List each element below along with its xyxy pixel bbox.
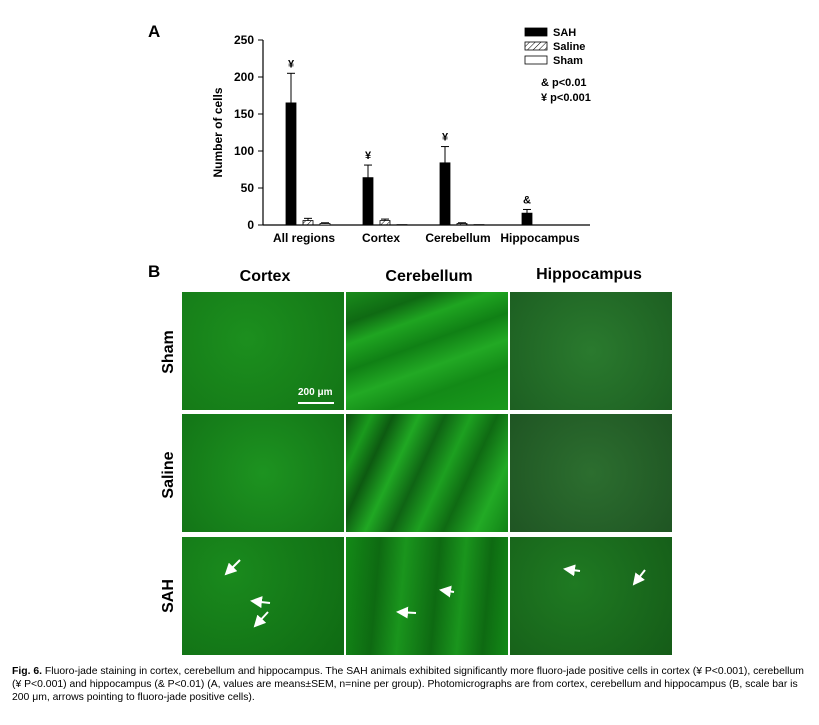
bar bbox=[319, 223, 331, 226]
y-axis-label: Number of cells bbox=[211, 87, 225, 177]
y-tick-label: 100 bbox=[234, 144, 254, 158]
micrograph-sah-cortex bbox=[182, 537, 344, 655]
bar bbox=[456, 223, 468, 226]
bar bbox=[362, 177, 374, 226]
panel-a-letter: A bbox=[148, 22, 161, 41]
scale-bar-label: 200 μm bbox=[298, 387, 333, 398]
legend-label: Saline bbox=[553, 41, 585, 53]
x-tick-label: All regions bbox=[273, 231, 335, 245]
significance-marker: ¥ bbox=[365, 150, 372, 162]
significance-marker: ¥ bbox=[442, 132, 449, 144]
micrograph-sah-cerebellum bbox=[346, 537, 508, 655]
legend-label: SAH bbox=[553, 27, 576, 39]
significance-marker: ¥ bbox=[288, 58, 295, 70]
row-label-saline: Saline bbox=[160, 451, 177, 499]
micrograph-sham-cortex bbox=[182, 292, 344, 410]
bar bbox=[379, 220, 391, 226]
x-tick-label: Cerebellum bbox=[425, 231, 490, 245]
y-tick-label: 50 bbox=[241, 181, 255, 195]
bar-chart: 0 50 100 150 200 250 Number of cells ¥ All regio… bbox=[211, 27, 591, 245]
micrograph-sham-cerebellum bbox=[346, 292, 508, 410]
scale-bar bbox=[298, 402, 334, 404]
column-title-hippocampus: Hippocampus bbox=[536, 266, 642, 283]
bar bbox=[302, 220, 314, 226]
micrograph-saline-hippocampus bbox=[510, 414, 672, 532]
row-label-sham: Sham bbox=[160, 330, 177, 374]
bar bbox=[285, 102, 297, 226]
significance-note: ¥ p<0.001 bbox=[541, 92, 591, 104]
micrograph-saline-cortex bbox=[182, 414, 344, 532]
significance-note: & p<0.01 bbox=[541, 77, 587, 89]
caption-label: Fig. 6. bbox=[12, 666, 43, 677]
micrograph-sah-hippocampus bbox=[510, 537, 672, 655]
legend-swatch bbox=[524, 55, 548, 65]
micrograph-sham-hippocampus bbox=[510, 292, 672, 410]
x-tick-label: Hippocampus bbox=[500, 231, 580, 245]
column-title-cerebellum: Cerebellum bbox=[385, 268, 473, 285]
micrograph-saline-cerebellum bbox=[346, 414, 508, 532]
legend-swatch bbox=[524, 41, 548, 51]
y-tick-label: 200 bbox=[234, 70, 254, 84]
bar bbox=[521, 212, 533, 226]
legend-label: Sham bbox=[553, 55, 583, 67]
bar bbox=[439, 162, 451, 226]
legend-swatch bbox=[524, 27, 548, 37]
significance-marker: & bbox=[523, 194, 531, 206]
column-title-cortex: Cortex bbox=[239, 268, 291, 285]
y-tick-label: 150 bbox=[234, 107, 254, 121]
x-tick-label: Cortex bbox=[362, 231, 400, 245]
y-tick-label: 0 bbox=[247, 218, 254, 232]
figure-caption: Fig. 6. Fluoro-jade staining in cortex, … bbox=[12, 665, 807, 704]
caption-text: Fluoro-jade staining in cortex, cerebell… bbox=[12, 666, 804, 703]
row-label-sah: SAH bbox=[160, 579, 177, 613]
panel-b-letter: B bbox=[148, 262, 161, 281]
y-tick-label: 250 bbox=[234, 33, 254, 47]
